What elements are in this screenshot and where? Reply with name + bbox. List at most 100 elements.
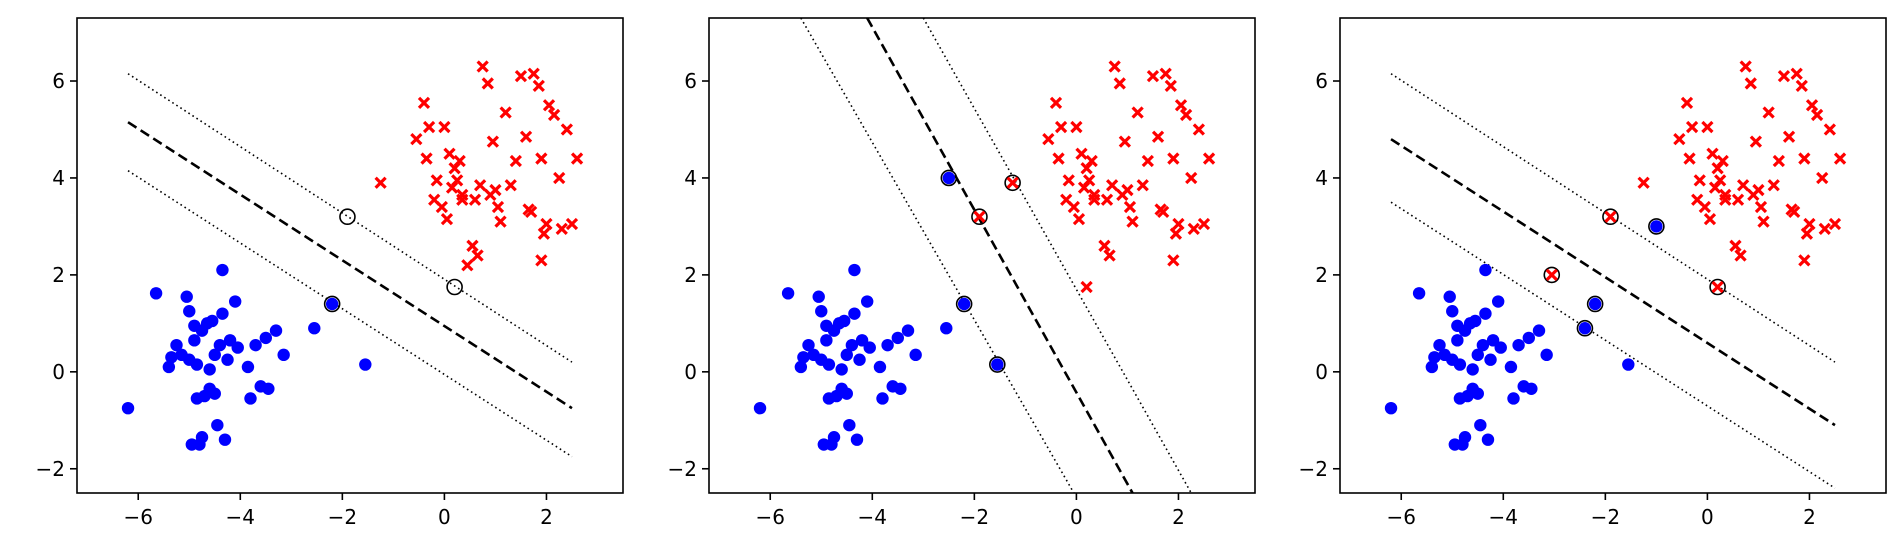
blue-point <box>753 401 767 415</box>
blue-point <box>183 305 196 318</box>
blue-point <box>848 307 861 320</box>
blue-point <box>860 295 874 308</box>
red-x-point <box>1749 135 1763 148</box>
x-tick-label: 2 <box>1803 505 1816 529</box>
red-x-point <box>1673 133 1686 146</box>
red-x-point <box>1080 280 1093 294</box>
blue-point <box>843 418 856 432</box>
blue-point <box>221 353 234 366</box>
red-x-point <box>451 174 464 187</box>
blue-point <box>162 360 176 374</box>
blue-point <box>853 353 866 366</box>
red-x-point <box>1754 200 1768 214</box>
red-x-point <box>1197 217 1211 231</box>
x-tick-label: −6 <box>123 505 152 529</box>
blue-point <box>208 348 221 362</box>
blue-point <box>359 358 372 371</box>
x-tick-label: 0 <box>1701 505 1714 529</box>
blue-point <box>208 387 221 400</box>
red-x-point <box>1698 200 1711 214</box>
red-x-point <box>1151 130 1165 143</box>
red-x-point <box>1818 222 1831 235</box>
y-tick-label: 0 <box>1315 360 1328 384</box>
red-x-point <box>1706 147 1719 160</box>
blue-point <box>1525 382 1538 395</box>
red-x-point <box>476 60 489 73</box>
red-x-point <box>1062 174 1075 187</box>
blue-point <box>188 334 201 347</box>
blue-point <box>1474 418 1487 432</box>
x-tick-label: −6 <box>755 505 784 529</box>
red-x-point <box>1185 171 1198 185</box>
blue-point <box>802 338 815 352</box>
y-tick-label: 4 <box>52 166 65 190</box>
red-x-point <box>1167 152 1180 165</box>
x-tick-label: −6 <box>1386 505 1415 529</box>
blue-point <box>863 341 876 354</box>
blue-point <box>1622 358 1635 371</box>
blue-point <box>325 297 339 311</box>
red-x-point <box>1118 135 1132 148</box>
red-x-point <box>374 176 387 189</box>
blue-point <box>216 263 229 277</box>
blue-point <box>822 358 836 371</box>
blue-point <box>940 322 953 335</box>
y-tick-label: 4 <box>1315 166 1328 190</box>
red-x-point <box>1098 239 1111 252</box>
red-x-point <box>430 174 443 187</box>
red-x-point <box>1164 79 1177 92</box>
boundary-lines <box>1390 73 1836 489</box>
y-tick-label: 4 <box>684 166 697 190</box>
red-x-point <box>527 67 540 80</box>
blue-point <box>850 433 864 446</box>
support-vector-ring <box>1709 278 1726 296</box>
blue-point <box>1466 363 1479 376</box>
red-x-point <box>1187 222 1200 235</box>
red-x-point <box>422 120 436 134</box>
blue-point <box>121 401 135 415</box>
blue-point <box>840 387 853 400</box>
red-x-point <box>553 171 566 185</box>
red-x-point <box>1744 77 1757 90</box>
blue-point <box>1469 314 1482 328</box>
chart-panel-1: −6 −4 −2 0 2 −2 0 2 4 6 <box>36 17 624 529</box>
blue-point <box>1507 392 1520 405</box>
red-x-point <box>1075 147 1088 160</box>
red-x-point <box>1762 106 1775 119</box>
support-vector-ring <box>1586 295 1604 313</box>
blue-point <box>1453 358 1467 371</box>
blue-point <box>1433 338 1446 352</box>
support-vector-ring <box>1543 266 1561 284</box>
red-x-point <box>1070 120 1083 134</box>
blue-point <box>1384 401 1398 415</box>
blue-point <box>991 358 1004 371</box>
x-tick-label: 2 <box>1172 505 1185 529</box>
blue-point <box>957 297 971 311</box>
blue-point <box>259 331 273 345</box>
red-x-point <box>1795 79 1808 92</box>
blue-point <box>1476 338 1490 352</box>
boundary-lines <box>127 73 573 458</box>
red-x-point <box>504 179 517 192</box>
red-x-point <box>468 193 482 206</box>
blue-point <box>1512 338 1525 352</box>
blue-point <box>1425 360 1439 374</box>
red-x-point <box>1772 154 1785 168</box>
y-tick-label: 0 <box>52 360 65 384</box>
red-x-point <box>1108 60 1121 73</box>
decision-boundary-line <box>127 121 573 410</box>
red-x-point <box>1121 183 1134 197</box>
red-x-point <box>417 96 431 109</box>
red-x-point <box>489 183 502 197</box>
blue-point <box>1650 220 1663 233</box>
y-tick-label: −2 <box>1299 457 1328 481</box>
red-x-point <box>456 193 469 206</box>
support-vector-ring <box>955 295 973 313</box>
red-x-point <box>1136 179 1149 192</box>
support-vector-ring <box>1576 319 1594 337</box>
red-x-point <box>973 210 986 223</box>
blue-point <box>1412 287 1426 300</box>
blue-point <box>244 392 257 405</box>
red-x-point <box>1739 60 1752 73</box>
